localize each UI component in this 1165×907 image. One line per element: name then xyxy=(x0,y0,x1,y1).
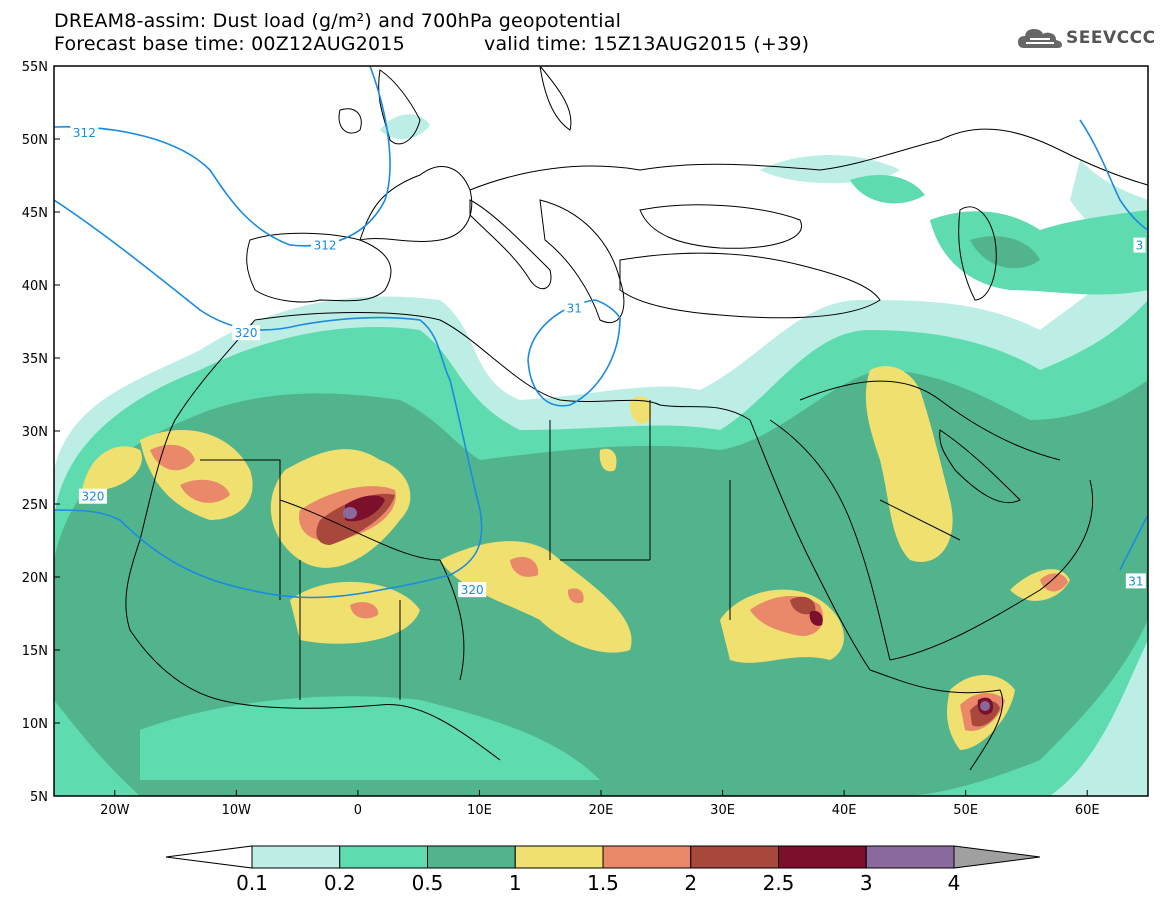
lat-tick-label: 35N xyxy=(22,352,48,367)
lat-tick-label: 20N xyxy=(22,571,48,586)
lat-tick-label: 40N xyxy=(22,279,48,294)
colorbar-swatch xyxy=(514,845,604,869)
contour-label-bg xyxy=(78,488,107,504)
lat-tick-label: 55N xyxy=(22,60,48,75)
contour-label-bg xyxy=(232,325,261,341)
colorbar-label: 0.1 xyxy=(236,871,268,895)
lat-tick-label: 25N xyxy=(22,498,48,513)
colorbar-label: 1.5 xyxy=(587,871,619,895)
lon-tick-label: 10E xyxy=(467,803,492,818)
contour-label-bg xyxy=(311,237,340,253)
lat-tick-label: 30N xyxy=(22,425,48,440)
coastlines xyxy=(125,66,1148,771)
contour-label: 320 xyxy=(461,583,484,597)
lon-tick-label: 0 xyxy=(354,803,362,818)
colorbar-swatch xyxy=(602,845,692,869)
lat-tick-label: 15N xyxy=(22,644,48,659)
longitude-axis: 20W 10W 0 10E 20E 30E 40E 50E 60E xyxy=(100,790,1100,818)
contour-label: 320 xyxy=(81,490,104,504)
colorbar-label: 2 xyxy=(684,871,697,895)
colorbar-swatch xyxy=(427,845,516,869)
lon-tick-label: 60E xyxy=(1075,803,1100,818)
contour-labels: 312 312 320 320 320 31 31 3 xyxy=(70,125,1146,598)
forecast-base-time: Forecast base time: 00Z12AUG2015 xyxy=(54,33,405,55)
contour-label-bg xyxy=(458,582,487,598)
colorbar-label: 3 xyxy=(860,871,873,895)
colorbar-swatch xyxy=(339,845,428,869)
colorbar-label: 2.5 xyxy=(763,871,795,895)
contour-label-bg xyxy=(1133,237,1146,253)
contour-label: 31 xyxy=(1128,574,1143,588)
lon-tick-label: 50E xyxy=(953,803,978,818)
contour-label: 3 xyxy=(1136,239,1144,253)
latitude-axis: 55N 50N 45N 40N 35N 30N 25N 20N 15N 10N 5N xyxy=(22,60,60,805)
contour-label: 320 xyxy=(235,326,258,340)
colorbar: 0.1 0.2 0.5 1 1.5 2 2.5 3 4 xyxy=(165,845,1041,895)
lat-tick-label: 45N xyxy=(22,206,48,221)
lon-tick-label: 20W xyxy=(100,803,130,818)
colorbar-label: 0.2 xyxy=(324,871,356,895)
colorbar-swatch xyxy=(251,845,341,869)
lat-tick-label: 5N xyxy=(30,790,48,805)
colorbar-swatch xyxy=(865,845,955,869)
map-panel: 312 312 320 320 320 31 31 3 xyxy=(54,66,1148,796)
lat-tick-label: 50N xyxy=(22,133,48,148)
colorbar-label: 0.5 xyxy=(412,871,444,895)
lon-tick-label: 30E xyxy=(710,803,735,818)
contour-label-bg xyxy=(1125,573,1146,589)
dust-band-3 xyxy=(343,507,990,711)
logo-text: SEEVCCC xyxy=(1066,28,1156,48)
lon-tick-label: 40E xyxy=(832,803,857,818)
valid-time: valid time: 15Z13AUG2015 (+39) xyxy=(484,33,810,55)
seevccc-logo: SEEVCCC xyxy=(1016,24,1156,56)
colorbar-swatch xyxy=(778,845,867,869)
colorbar-label: 4 xyxy=(948,871,961,895)
cloud-logo-icon xyxy=(1018,29,1062,48)
lat-tick-label: 10N xyxy=(22,717,48,732)
contour-label-bg xyxy=(70,125,99,141)
contour-label: 31 xyxy=(567,301,582,315)
colorbar-min-triangle xyxy=(165,845,253,869)
lon-tick-label: 20E xyxy=(589,803,614,818)
map-title: DREAM8-assim: Dust load (g/m²) and 700hP… xyxy=(54,10,622,32)
contour-label: 312 xyxy=(314,239,337,253)
contour-label-bg xyxy=(564,300,585,316)
lon-tick-label: 10W xyxy=(222,803,252,818)
colorbar-label: 1 xyxy=(509,871,522,895)
colorbar-swatch xyxy=(690,845,779,869)
colorbar-max-triangle xyxy=(953,845,1041,869)
contour-label: 312 xyxy=(73,126,96,140)
